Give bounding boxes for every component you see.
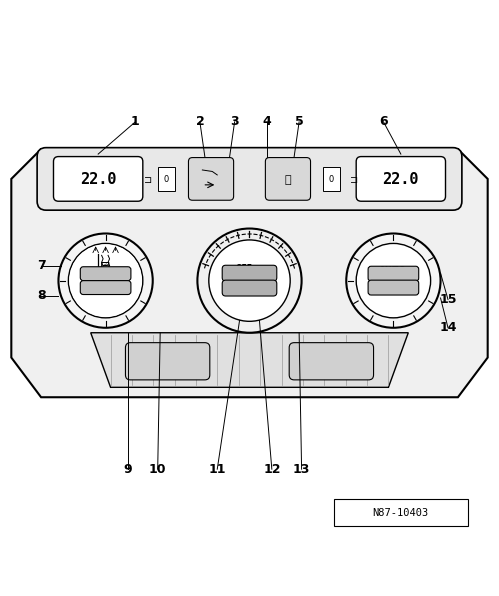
Text: 22.0: 22.0 — [80, 172, 116, 187]
FancyBboxPatch shape — [222, 280, 277, 296]
Text: 1: 1 — [131, 116, 140, 128]
Text: 🧍: 🧍 — [284, 175, 291, 185]
Text: 5: 5 — [295, 116, 303, 128]
FancyBboxPatch shape — [80, 267, 131, 281]
Circle shape — [209, 240, 290, 321]
Text: ⊐: ⊐ — [144, 175, 152, 185]
Text: 4: 4 — [262, 116, 271, 128]
Polygon shape — [91, 333, 408, 387]
Circle shape — [58, 234, 153, 328]
FancyBboxPatch shape — [368, 266, 419, 281]
Circle shape — [198, 228, 301, 333]
Text: 10: 10 — [149, 462, 167, 476]
Bar — [323, 167, 340, 191]
FancyBboxPatch shape — [222, 265, 277, 281]
Text: ≡: ≡ — [97, 263, 104, 273]
Text: 14: 14 — [439, 321, 457, 334]
Circle shape — [246, 277, 253, 285]
FancyBboxPatch shape — [80, 281, 131, 294]
Text: AC: AC — [387, 286, 400, 295]
Text: 22.0: 22.0 — [383, 172, 419, 187]
FancyBboxPatch shape — [125, 343, 210, 380]
Text: AUTO: AUTO — [379, 266, 408, 275]
FancyBboxPatch shape — [289, 343, 374, 380]
Text: ⊟: ⊟ — [100, 285, 111, 298]
Text: 2: 2 — [196, 116, 204, 128]
Text: OFF: OFF — [236, 263, 253, 273]
Text: N87-10403: N87-10403 — [373, 508, 429, 518]
Circle shape — [69, 244, 142, 317]
FancyBboxPatch shape — [189, 157, 234, 200]
Text: 13: 13 — [293, 462, 310, 476]
Text: 6: 6 — [379, 116, 388, 128]
Polygon shape — [11, 149, 488, 398]
FancyBboxPatch shape — [368, 280, 419, 295]
Text: 9: 9 — [124, 462, 132, 476]
Circle shape — [68, 243, 143, 318]
Text: ≡: ≡ — [100, 286, 107, 295]
Text: 8: 8 — [37, 289, 45, 302]
FancyBboxPatch shape — [53, 157, 143, 201]
Text: DUAL: DUAL — [233, 287, 256, 296]
Text: 11: 11 — [209, 462, 226, 476]
FancyBboxPatch shape — [37, 148, 462, 210]
Text: 0: 0 — [164, 175, 169, 184]
Text: 12: 12 — [263, 462, 280, 476]
Circle shape — [346, 234, 441, 328]
Text: 15: 15 — [439, 293, 457, 306]
Text: ⊟: ⊟ — [100, 260, 111, 273]
Text: 0: 0 — [329, 175, 334, 184]
Bar — [334, 499, 468, 526]
FancyBboxPatch shape — [356, 157, 446, 201]
Text: ⊐: ⊐ — [350, 175, 358, 185]
Text: 7: 7 — [37, 259, 45, 272]
FancyBboxPatch shape — [265, 157, 310, 200]
Text: 3: 3 — [231, 116, 239, 128]
Bar — [158, 167, 175, 191]
Circle shape — [356, 243, 431, 318]
Text: ⬡: ⬡ — [101, 263, 110, 273]
